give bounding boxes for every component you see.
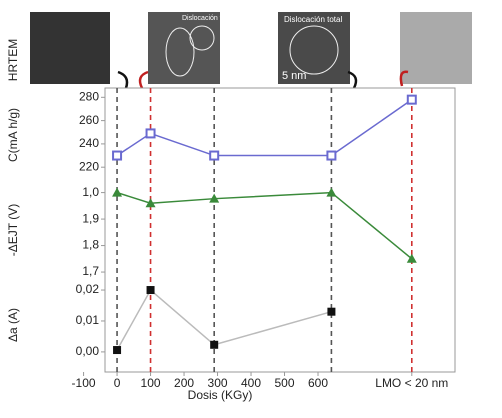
y-axis-label: C(mA h/g) — [6, 108, 20, 162]
circle-marker — [289, 25, 339, 75]
x-axis-label: Dosis (KGy) — [188, 388, 253, 402]
marker — [145, 128, 156, 139]
x-tick-label: 300 — [208, 376, 228, 390]
circle-marker — [189, 25, 215, 51]
y-tick-label: 1,8 — [82, 238, 99, 252]
series-line — [116, 288, 332, 351]
x-tick-label: 400 — [241, 376, 261, 390]
arrow — [117, 70, 129, 89]
marker — [145, 198, 156, 208]
y-tick-label: 280 — [79, 89, 99, 103]
circle-marker — [165, 27, 195, 77]
y-axis-label: Δa (A) — [6, 308, 20, 342]
x-tick-label: LMO < 20 nm — [375, 376, 448, 390]
series-line — [116, 99, 413, 157]
y-tick-label: 260 — [79, 113, 99, 127]
x-tick-label: 200 — [174, 376, 194, 390]
y-tick-label: 1,0 — [82, 185, 99, 199]
image-caption: 5 nm — [282, 70, 306, 82]
y-tick-label: 0,02 — [76, 282, 100, 296]
x-tick-label: 600 — [308, 376, 328, 390]
x-tick-label: 0 — [114, 376, 121, 390]
arrow — [347, 70, 358, 89]
arrow — [399, 70, 409, 87]
y-tick-label: 1,9 — [82, 211, 99, 225]
marker — [210, 340, 219, 349]
marker — [209, 193, 220, 203]
y-tick-label: 0,00 — [76, 344, 100, 358]
series-line — [116, 191, 413, 260]
marker — [113, 346, 122, 355]
x-tick-label: -100 — [72, 376, 96, 390]
tem-image — [30, 12, 110, 84]
marker — [209, 150, 220, 161]
y-axis-label: -ΔEJT (V) — [6, 204, 20, 256]
side-label: HRTEM — [6, 39, 20, 81]
marker — [112, 150, 123, 161]
marker — [146, 286, 155, 295]
arrow — [138, 70, 149, 89]
marker — [326, 187, 337, 197]
image-caption: Dislocación total — [284, 15, 342, 24]
plot-frame — [104, 87, 456, 373]
x-tick-label: 500 — [275, 376, 295, 390]
marker — [406, 94, 417, 105]
y-tick-label: 0,01 — [76, 313, 100, 327]
marker — [112, 187, 123, 197]
image-caption: Dislocación total — [182, 15, 233, 22]
tem-image — [400, 12, 472, 84]
y-tick-label: 1,7 — [82, 264, 99, 278]
marker — [406, 253, 417, 263]
y-tick-label: 240 — [79, 136, 99, 150]
x-tick-label: 100 — [141, 376, 161, 390]
y-tick-label: 220 — [79, 159, 99, 173]
marker — [326, 150, 337, 161]
marker — [327, 307, 336, 316]
